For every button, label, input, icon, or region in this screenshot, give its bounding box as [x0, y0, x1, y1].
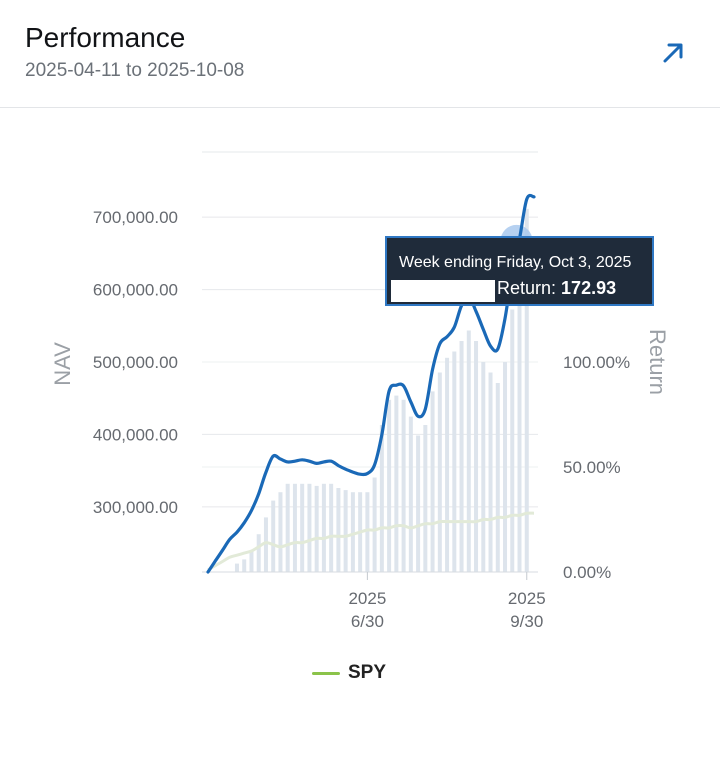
y2-tick-label: 100.00%	[563, 353, 630, 372]
page-title: Performance	[25, 22, 186, 53]
return-bar	[300, 483, 305, 572]
y-tick-label: 500,000.00	[93, 353, 178, 372]
return-bar	[481, 362, 486, 572]
x-tick-year: 2025	[348, 589, 386, 608]
return-bar	[524, 208, 529, 573]
return-bar	[256, 534, 261, 572]
return-bar	[503, 362, 508, 572]
y2-tick-label: 50.00%	[563, 458, 621, 477]
return-bar	[466, 330, 471, 572]
y-tick-label: 300,000.00	[93, 498, 178, 517]
x-tick-year: 2025	[508, 589, 546, 608]
return-bar	[387, 399, 392, 572]
return-bar	[271, 500, 276, 572]
spy-line	[207, 511, 535, 572]
return-bar	[285, 483, 290, 572]
return-bar	[445, 357, 450, 572]
return-bar	[452, 351, 457, 572]
y2-axis-title: Return	[645, 329, 670, 395]
y-tick-label: 400,000.00	[93, 425, 178, 444]
return-bar	[517, 236, 522, 572]
return-bar	[292, 483, 297, 572]
return-bar	[278, 492, 283, 572]
y-tick-label: 700,000.00	[93, 208, 178, 227]
return-bar	[307, 483, 312, 572]
legend-label: SPY	[348, 662, 387, 683]
return-bar	[365, 492, 370, 572]
tooltip-return: Return: 172.93	[497, 278, 616, 299]
return-bar	[437, 372, 442, 572]
return-bar	[350, 492, 355, 572]
redacted-block	[391, 280, 495, 302]
return-bar	[343, 490, 348, 572]
return-bar	[242, 559, 247, 572]
return-bar	[249, 551, 254, 572]
return-bar	[423, 425, 428, 572]
chart-tooltip: Week ending Friday, Oct 3, 2025 Return: …	[385, 236, 654, 306]
return-bar	[408, 416, 413, 572]
return-bar	[510, 309, 515, 572]
return-bar	[401, 399, 406, 572]
return-bar	[372, 477, 377, 572]
x-tick-date: 9/30	[510, 612, 543, 631]
nav-line	[206, 193, 536, 574]
x-tick-date: 6/30	[351, 612, 384, 631]
tooltip-heading: Week ending Friday, Oct 3, 2025	[399, 254, 632, 271]
return-bar	[488, 372, 493, 572]
y-axis-title: NAV	[50, 342, 75, 386]
return-bar	[329, 483, 334, 572]
date-range: 2025-04-11 to 2025-10-08	[25, 60, 245, 81]
return-bar	[430, 391, 435, 572]
return-bar	[394, 395, 399, 572]
return-bar	[495, 383, 500, 572]
tooltip-return-value: 172.93	[561, 278, 617, 298]
return-bar	[379, 425, 384, 572]
legend-item-spy[interactable]: SPY	[312, 660, 386, 686]
legend-swatch	[312, 671, 340, 675]
return-bar	[474, 341, 479, 572]
tooltip-return-label: Return:	[497, 278, 557, 298]
return-bar	[263, 517, 268, 572]
return-bar	[416, 435, 421, 572]
return-bar	[336, 488, 341, 572]
y-tick-label: 600,000.00	[93, 281, 178, 300]
return-bar	[234, 563, 239, 572]
return-bar	[459, 341, 464, 572]
return-bar	[314, 485, 319, 572]
card-header: Performance 2025-04-11 to 2025-10-08	[0, 0, 720, 108]
external-link-icon[interactable]	[660, 40, 686, 66]
return-bar	[321, 483, 326, 572]
y2-tick-label: 0.00%	[563, 563, 611, 582]
